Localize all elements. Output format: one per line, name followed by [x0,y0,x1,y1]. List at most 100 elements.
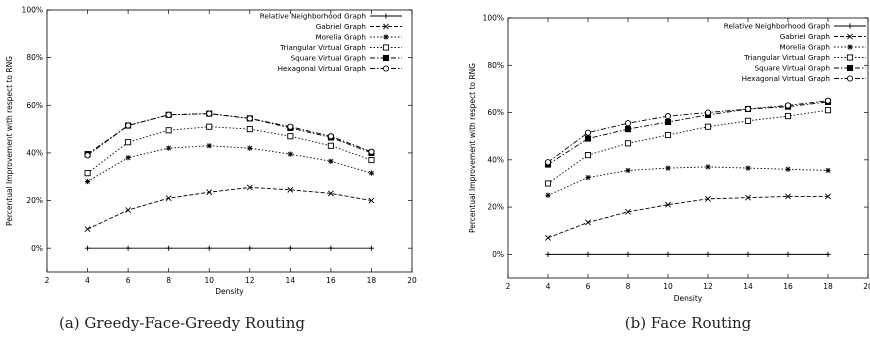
legend-label: Morelia Graph [315,33,366,42]
data-point [84,170,91,177]
data-point [206,143,212,149]
legend-marker [846,64,854,72]
legend-marker [382,54,390,62]
y-tick-label: 20% [487,203,504,212]
x-axis-label: Density [215,287,244,296]
legend-label: Gabriel Graph [780,32,830,41]
data-point [327,133,334,140]
data-point [545,234,551,241]
x-tick-label: 10 [204,276,214,285]
legend-label: Triangular Virtual Graph [743,53,830,62]
data-point [704,109,712,116]
data-point [624,120,632,127]
x-tick-label: 2 [45,276,50,285]
data-point [206,245,212,251]
data-point [328,158,334,164]
data-point [246,126,253,133]
data-point [247,245,253,251]
data-point [824,107,832,114]
data-point [785,193,791,200]
y-tick-label: 40% [26,149,43,158]
series-relative-neighborhood-graph [545,251,831,257]
series-line [547,100,829,163]
data-point [368,197,375,204]
data-point [206,189,213,196]
x-tick-label: 18 [823,282,833,291]
data-point [625,251,631,257]
data-point [84,245,91,251]
data-point [125,139,132,146]
data-point [545,251,551,257]
data-point [705,164,711,170]
data-point [744,105,752,113]
data-point [125,155,131,161]
data-point [247,145,253,151]
x-tick-label: 18 [367,276,377,285]
x-tick-label: 14 [286,276,296,285]
legend-marker [846,75,854,82]
legend-marker [847,33,853,40]
x-tick-label: 2 [506,282,511,291]
data-point [125,245,131,251]
data-point [327,190,334,197]
data-point [745,165,751,171]
data-point [287,186,294,193]
data-point [246,115,253,122]
x-tick-label: 8 [626,282,631,291]
data-point [665,165,671,171]
y-tick-label: 40% [487,155,504,164]
data-point [368,157,375,164]
data-point [287,245,293,251]
data-point [705,195,711,202]
legend-marker [383,13,389,19]
series-morelia-graph [545,164,831,198]
x-tick-label: 6 [126,276,131,285]
legend-label: Square Virtual Graph [755,64,830,73]
series-hexagonal-virtual-graph [84,110,375,159]
data-point [545,192,551,198]
data-point [584,129,592,136]
legend-label: Gabriel Graph [316,22,366,31]
data-point [705,251,711,257]
series-line [87,186,372,230]
data-point [368,170,375,176]
data-point [624,126,632,133]
y-tick-label: 80% [26,53,43,62]
data-point [166,145,172,151]
legend-marker [383,34,389,40]
data-point [125,122,132,129]
x-tick-label: 10 [663,282,673,291]
data-point [664,113,672,120]
data-point [585,219,591,226]
x-tick-label: 16 [783,282,793,291]
data-point [785,251,791,257]
x-tick-label: 4 [85,276,90,285]
x-tick-label: 12 [245,276,255,285]
y-tick-label: 0% [492,250,504,259]
legend-marker [382,65,390,72]
data-point [544,180,552,187]
x-tick-label: 6 [586,282,591,291]
data-point [665,251,671,257]
plot-frame [507,17,869,279]
y-tick-label: 100% [483,14,504,23]
x-tick-label: 20 [407,276,417,285]
data-point [704,123,712,130]
data-point [825,193,831,200]
series-relative-neighborhood-graph [84,245,375,251]
legend-label: Morelia Graph [779,43,830,52]
chart-panel-b: 2 4 6 8 10 12 14 16 18 20 0% 20% 40% 60% 80% 100% Densit… [468,14,870,332]
legend-marker [847,23,853,29]
series-line [87,126,372,174]
data-point [206,110,213,117]
data-point [287,133,294,140]
series-line [87,145,372,182]
data-point [165,127,172,134]
legend-label: Hexagonal Virtual Graph [278,64,366,73]
data-point [327,142,334,149]
x-tick-label: 14 [743,282,753,291]
figure-caption: (b) Face Routing [625,314,752,332]
series-hexagonal-virtual-graph [544,97,832,166]
